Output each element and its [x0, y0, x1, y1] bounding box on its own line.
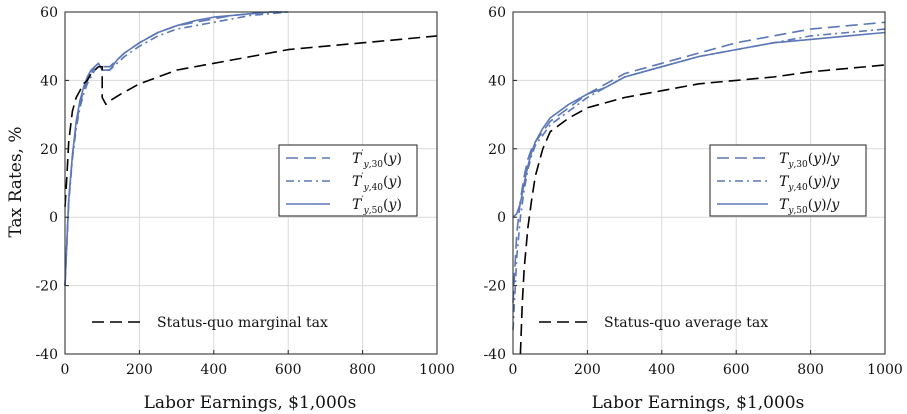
y-tick-label: 0	[497, 210, 506, 226]
left-chart-ylabel: Tax Rates, %	[6, 126, 26, 237]
y-tick-label: 60	[488, 5, 506, 21]
y-tick-label: 20	[488, 142, 506, 158]
y-tick-label: -40	[35, 347, 58, 363]
left-chart-legend: T′y,30(y) T′y,40(y) T′y,50(y) Status-quo…	[92, 144, 418, 331]
y-tick-label: -40	[483, 347, 506, 363]
right-chart-xlabel: Labor Earnings, $1,000s	[592, 393, 805, 413]
right-legend-label-1: Ty,30(y)/y	[779, 151, 840, 170]
left-chart-panel: Tax Rates, % Labor Earnings, $1,000s 0 20…	[6, 5, 455, 413]
left-legend-label-1: T′y,30(y)	[352, 149, 402, 170]
x-tick-label: 800	[797, 362, 824, 378]
right-chart-frame	[512, 11, 886, 355]
x-tick-label: 200	[574, 362, 601, 378]
series-line-3	[512, 31, 886, 218]
y-tick-label: 40	[40, 73, 58, 89]
x-tick-label: 200	[126, 362, 153, 378]
left-legend-label-3: T′y,50(y)	[352, 195, 402, 216]
left-legend-label-2: T′y,40(y)	[352, 172, 402, 193]
y-tick-label: -20	[483, 279, 506, 295]
y-tick-label: 0	[49, 210, 58, 226]
y-tick-label: 60	[40, 5, 58, 21]
right-legend-label-3: Ty,50(y)/y	[779, 197, 840, 216]
right-legend-label-4: Status-quo average tax	[604, 315, 768, 331]
x-tick-label: 400	[648, 362, 675, 378]
x-tick-label: 400	[200, 362, 227, 378]
right-chart-legend: Ty,30(y)/y Ty,40(y)/y Ty,50(y)/y Status-…	[539, 144, 867, 331]
y-tick-label: -20	[35, 279, 58, 295]
x-tick-label: 0	[61, 362, 70, 378]
y-tick-label: 20	[40, 142, 58, 158]
series-line-4	[64, 35, 438, 207]
x-tick-label: 1000	[867, 362, 903, 378]
series-line-1	[512, 21, 886, 303]
x-tick-label: 600	[723, 362, 750, 378]
y-tick-label: 40	[488, 73, 506, 89]
series-line-2	[512, 28, 886, 331]
series-line-4	[519, 64, 886, 355]
left-chart-ticks: 0 200 400 600 800 1000 -40 -20 0 20 40 60	[35, 5, 454, 378]
left-chart-series	[64, 11, 438, 286]
series-line-3	[64, 11, 289, 286]
x-tick-label: 800	[349, 362, 376, 378]
left-chart-xlabel: Labor Earnings, $1,000s	[144, 393, 357, 413]
right-chart-panel: Labor Earnings, $1,000s 0 200 400 600 800 100…	[483, 5, 902, 413]
right-legend-label-2: Ty,40(y)/y	[779, 174, 840, 193]
series-line-1	[64, 11, 289, 286]
left-chart-frame	[64, 11, 438, 355]
x-tick-label: 1000	[419, 362, 455, 378]
x-tick-label: 0	[509, 362, 518, 378]
right-chart-ticks: 0 200 400 600 800 1000 -40 -20 0 20 40 60	[483, 5, 902, 378]
x-tick-label: 600	[275, 362, 302, 378]
right-chart-series	[512, 21, 886, 355]
left-legend-label-4: Status-quo marginal tax	[157, 315, 328, 331]
